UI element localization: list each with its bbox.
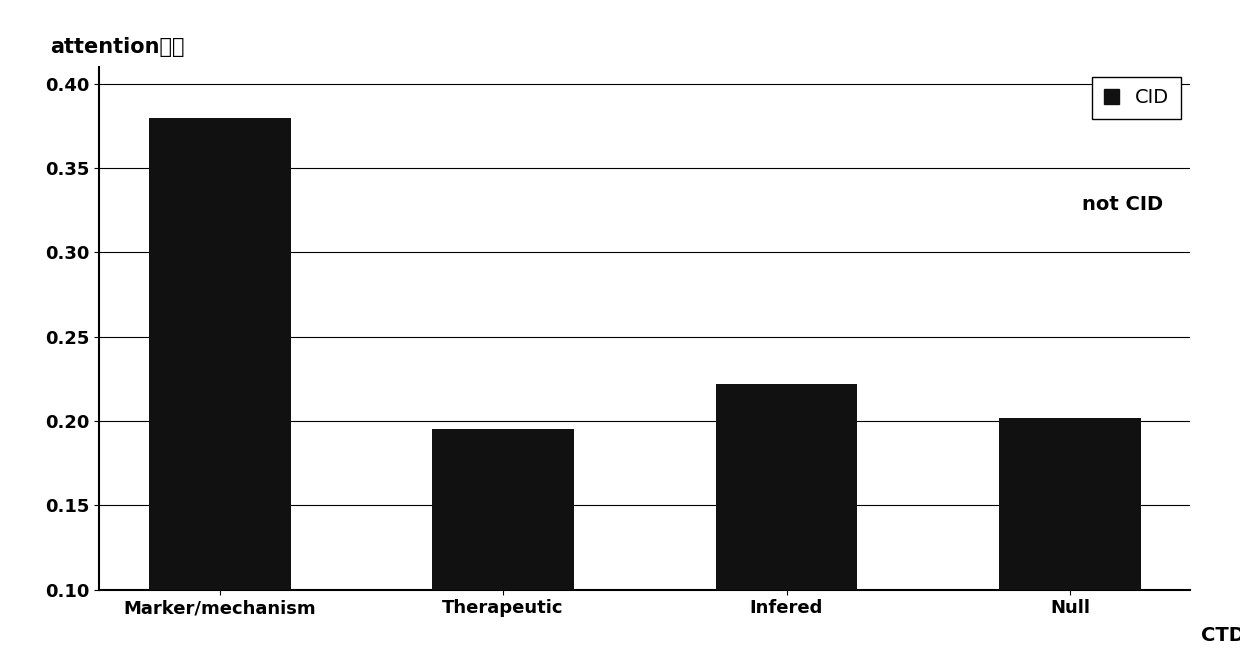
Bar xyxy=(999,417,1141,590)
Text: not CID: not CID xyxy=(1083,195,1163,214)
Bar xyxy=(715,384,857,590)
Text: CTD中关系: CTD中关系 xyxy=(1202,626,1240,645)
Bar xyxy=(433,429,574,590)
Bar xyxy=(149,117,290,590)
Text: attention权值: attention权值 xyxy=(50,37,185,56)
Legend: CID: CID xyxy=(1092,77,1180,119)
